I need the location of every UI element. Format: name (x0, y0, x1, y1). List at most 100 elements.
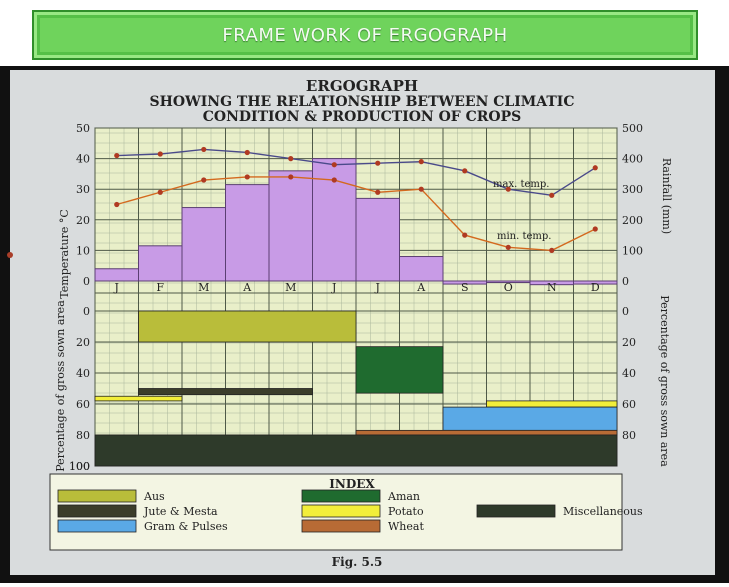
rainfall-tick-label: 0 (622, 275, 629, 288)
legend-swatch-aus (57, 489, 137, 503)
legend-label-potato: Potato (388, 505, 424, 518)
min-temp-point (114, 201, 120, 208)
min-temp-point (288, 174, 294, 180)
crop-bar-aus (138, 310, 357, 343)
y-axis-label-rainfall: Rainfall (mm) (660, 158, 673, 234)
temperature-tick-label: 50 (76, 122, 90, 135)
min-temp-point (331, 177, 337, 183)
percentage-tick-label-left: 80 (76, 429, 90, 442)
rainfall-bar (181, 207, 226, 282)
min-temp-point (505, 244, 511, 250)
legend-swatch-gram-pulses (57, 519, 137, 533)
min-temp-point (418, 186, 424, 192)
crop-bar-miscellaneous (94, 434, 618, 467)
max-temp-point (418, 159, 424, 165)
ergograph-figure: ERGOGRAPH SHOWING THE RELATIONSHIP BETWE… (10, 70, 715, 575)
temperature-lines (114, 146, 598, 253)
percentage-tick-label-left: 100 (69, 460, 90, 473)
crop-bar-gram-pulses (442, 406, 618, 431)
month-tick-label: N (547, 281, 557, 294)
min-temp-point (201, 177, 207, 183)
month-tick-label: J (331, 281, 336, 294)
legend-swatch-potato (301, 504, 381, 518)
min-temp-point (549, 247, 555, 253)
temperature-tick-label: 40 (76, 153, 90, 166)
rainfall-bar (355, 197, 400, 282)
percentage-tick-label-right: 0 (622, 305, 629, 318)
percentage-tick-label-right: 40 (622, 367, 636, 380)
rainfall-tick-label: 300 (622, 183, 643, 196)
legend-swatch-wheat (301, 519, 381, 533)
month-tick-label: D (591, 281, 600, 294)
chart-subtitle-line-2: CONDITION & PRODUCTION OF CROPS (203, 109, 521, 125)
legend-label-aus: Aus (143, 490, 165, 503)
percentage-tick-label-right: 20 (622, 336, 636, 349)
max-temp-point (114, 152, 120, 159)
max-temp-point (375, 160, 381, 166)
y-axis-label-percentage-right: Percentage of gross sown area (658, 295, 671, 467)
rainfall-tick-label: 200 (622, 214, 643, 227)
month-tick-label: A (242, 281, 252, 294)
rainfall-bar (312, 158, 357, 282)
max-temp-point (331, 162, 337, 168)
percentage-tick-label-right: 60 (622, 398, 636, 411)
min-temp-point (375, 189, 381, 195)
chart-title: ERGOGRAPH (306, 77, 418, 95)
max-temp-line (116, 148, 596, 197)
legend-label-miscellaneous: Miscellaneous (563, 505, 643, 518)
min-temp-point (592, 226, 598, 232)
chart-subtitle-line-1: SHOWING THE RELATIONSHIP BETWEEN CLIMATI… (149, 94, 574, 110)
margin-dot (7, 252, 13, 258)
legend-label-wheat: Wheat (388, 520, 424, 533)
rainfall-bar (138, 245, 183, 282)
temperature-tick-label: 0 (83, 275, 90, 288)
crop-bar-potato (94, 395, 183, 402)
crop-bar-wheat (355, 429, 618, 436)
min-temp-point (244, 174, 250, 180)
month-tick-label: A (416, 281, 426, 294)
legend-label-jute-mesta: Jute & Mesta (143, 505, 218, 518)
month-tick-label: J (375, 281, 380, 294)
min-temp-line (116, 176, 596, 252)
rainfall-bar (573, 280, 618, 285)
legend-swatch-aman (301, 489, 381, 503)
percentage-tick-label-left: 100 (69, 460, 90, 473)
rainfall-bar (399, 256, 444, 282)
max-temp-point (201, 146, 207, 153)
max-temp-point (549, 192, 555, 198)
temperature-tick-label: 10 (76, 244, 90, 257)
legend-swatch-jute-mesta (57, 504, 137, 518)
percentage-tick-label-left: 40 (76, 367, 90, 380)
month-tick-label: S (461, 281, 469, 294)
percentage-tick-label-left: 0 (83, 305, 90, 318)
max-temp-point (462, 168, 468, 174)
rainfall-bars (94, 158, 618, 286)
percentage-tick-label-right: 80 (622, 429, 636, 442)
min-temp-point (157, 189, 163, 195)
figure-caption: Fig. 5.5 (332, 555, 383, 569)
annotation-min-temp: min. temp. (497, 231, 551, 242)
crop-bar-aman (355, 346, 444, 394)
rainfall-tick-label: 400 (622, 153, 643, 166)
percentage-tick-label-left: 60 (76, 398, 90, 411)
legend-swatch-miscellaneous (476, 504, 556, 518)
rainfall-tick-label: 100 (622, 244, 643, 257)
crop-bar-potato (486, 400, 618, 408)
y-axis-label-temperature: Temperature °C (58, 209, 71, 298)
annotation-max-temp: max. temp. (493, 179, 549, 190)
max-temp-point (505, 186, 511, 192)
max-temp-point (244, 149, 250, 156)
crop-calendar-bars (94, 310, 618, 467)
rainfall-tick-label: 500 (622, 122, 643, 135)
month-tick-label: M (198, 281, 209, 294)
index-title: INDEX (329, 477, 375, 491)
temperature-tick-label: 30 (76, 183, 90, 196)
legend-label-gram-pulses: Gram & Pulses (144, 520, 228, 533)
index-legend: Aus Jute & Mesta Gram & Pulses Aman Potato Wh… (57, 489, 643, 533)
max-temp-point (288, 156, 294, 162)
month-tick-label: M (285, 281, 296, 294)
y-axis-label-percentage-left: Percentage of gross sown area (54, 300, 67, 472)
rainfall-bar (268, 170, 313, 282)
min-temp-point (462, 232, 468, 238)
